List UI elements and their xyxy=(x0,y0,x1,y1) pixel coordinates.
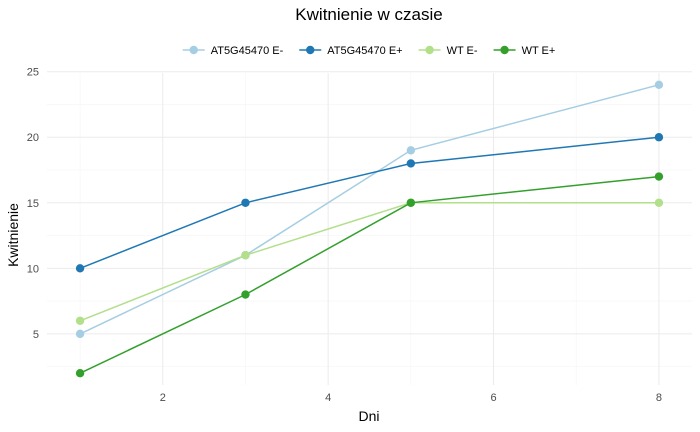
data-point xyxy=(75,369,85,378)
legend-label: WT E+ xyxy=(522,45,556,57)
y-tick-label: 15 xyxy=(27,198,39,210)
x-tick-label: 6 xyxy=(490,392,496,404)
chart-title: Kwitnienie w czasie xyxy=(295,5,442,24)
y-tick-label: 25 xyxy=(27,67,39,79)
legend-key-point xyxy=(500,45,509,55)
y-axis-title: Kwitnienie xyxy=(5,203,21,267)
y-tick-label: 10 xyxy=(27,263,39,275)
series-line xyxy=(79,202,659,322)
series-layer xyxy=(75,80,664,378)
x-axis-ticks: 2 4 6 8 xyxy=(160,392,662,404)
legend-label: AT5G45470 E+ xyxy=(327,45,402,57)
legend-item: WT E- xyxy=(418,45,478,57)
legend-item: AT5G45470 E+ xyxy=(299,45,403,57)
legend-item: AT5G45470 E- xyxy=(182,45,284,57)
series-line xyxy=(79,175,659,374)
legend-key-point xyxy=(189,45,198,55)
data-point xyxy=(654,172,664,181)
grid xyxy=(47,71,692,385)
legend-key-point xyxy=(306,45,315,55)
data-point xyxy=(75,264,85,273)
legend-key-point xyxy=(425,45,434,55)
data-point xyxy=(654,133,664,142)
legend-label: AT5G45470 E- xyxy=(211,45,284,57)
y-tick-label: 5 xyxy=(33,329,39,341)
data-point xyxy=(406,198,416,207)
legend: AT5G45470 E- AT5G45470 E+ WT E- WT E+ xyxy=(182,45,556,57)
data-point xyxy=(75,329,85,339)
data-point xyxy=(406,146,416,155)
series-1 xyxy=(75,80,664,339)
data-point xyxy=(406,159,416,168)
y-tick-label: 20 xyxy=(27,132,39,144)
data-point xyxy=(654,80,664,89)
data-point xyxy=(241,290,250,299)
data-point xyxy=(654,198,664,207)
data-point xyxy=(241,198,250,207)
x-tick-label: 4 xyxy=(325,392,331,404)
x-axis-title: Dni xyxy=(358,408,379,424)
series-line xyxy=(79,136,659,269)
legend-label: WT E- xyxy=(447,45,478,57)
series-2 xyxy=(75,133,664,273)
series-line xyxy=(79,84,660,335)
data-point xyxy=(241,251,250,260)
data-point xyxy=(75,316,85,325)
legend-item: WT E+ xyxy=(493,45,556,57)
series-3 xyxy=(75,198,664,325)
series-4 xyxy=(75,172,664,378)
x-tick-label: 8 xyxy=(656,392,662,404)
y-axis-ticks: 5 10 15 20 25 xyxy=(27,67,39,341)
x-tick-label: 2 xyxy=(160,392,166,404)
